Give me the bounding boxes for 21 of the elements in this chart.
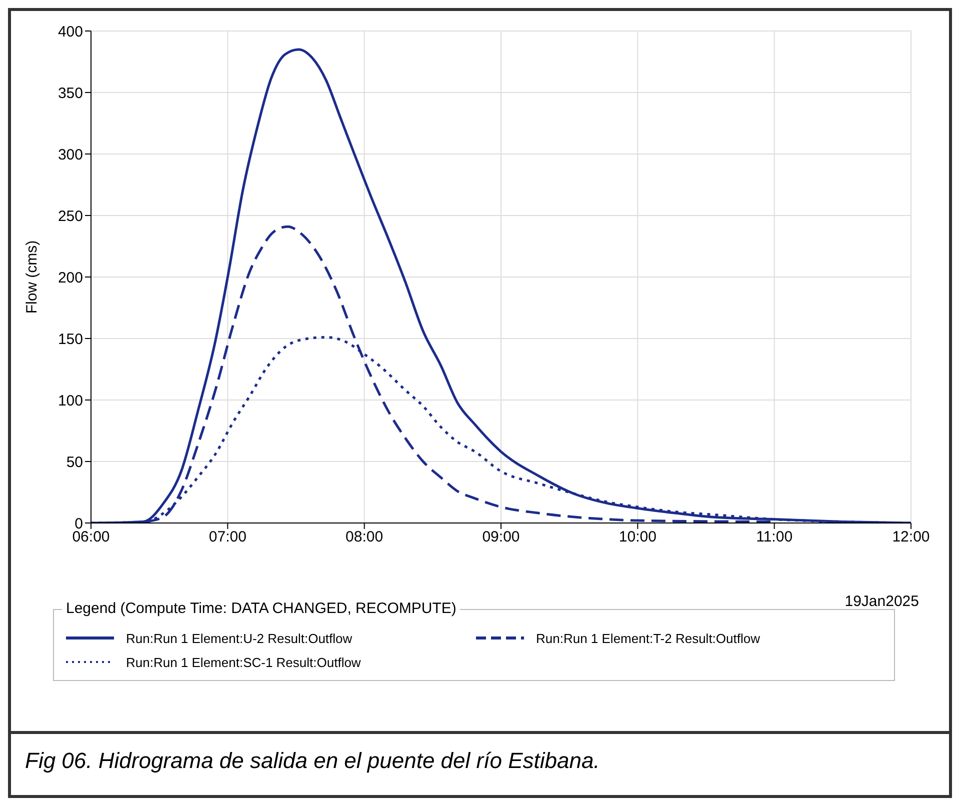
legend-label: Run:Run 1 Element:U-2 Result:Outflow: [126, 630, 352, 646]
y-tick-label: 250: [58, 208, 83, 225]
x-tick-label: 07:00: [208, 528, 246, 546]
x-tick-label: 12:00: [892, 528, 930, 546]
y-tick-label: 150: [58, 330, 83, 348]
y-tick-label: 50: [66, 454, 83, 471]
y-tick-label: 300: [58, 146, 83, 164]
x-tick-label: 11:00: [756, 528, 793, 546]
legend-label: Run:Run 1 Element:SC-1 Result:Outflow: [126, 654, 361, 670]
y-axis-title: Flow (cms): [23, 240, 40, 314]
legend-title: Legend (Compute Time: DATA CHANGED, RECOMPUTE): [62, 600, 460, 617]
x-tick-label: 09:00: [482, 528, 520, 546]
legend-label: Run:Run 1 Element:T-2 Result:Outflow: [536, 630, 760, 646]
x-tick-label: 10:00: [618, 528, 656, 546]
y-tick-label: 100: [58, 392, 83, 410]
y-tick-label: 350: [58, 84, 83, 102]
y-tick-label: 200: [58, 269, 83, 286]
y-tick-label: 400: [58, 23, 83, 40]
caption: Fig 06. Hidrograma de salida en el puente del río Estibana.: [11, 731, 949, 788]
x-tick-label: 08:00: [346, 528, 384, 546]
text: 19Jan2025: [844, 593, 919, 610]
